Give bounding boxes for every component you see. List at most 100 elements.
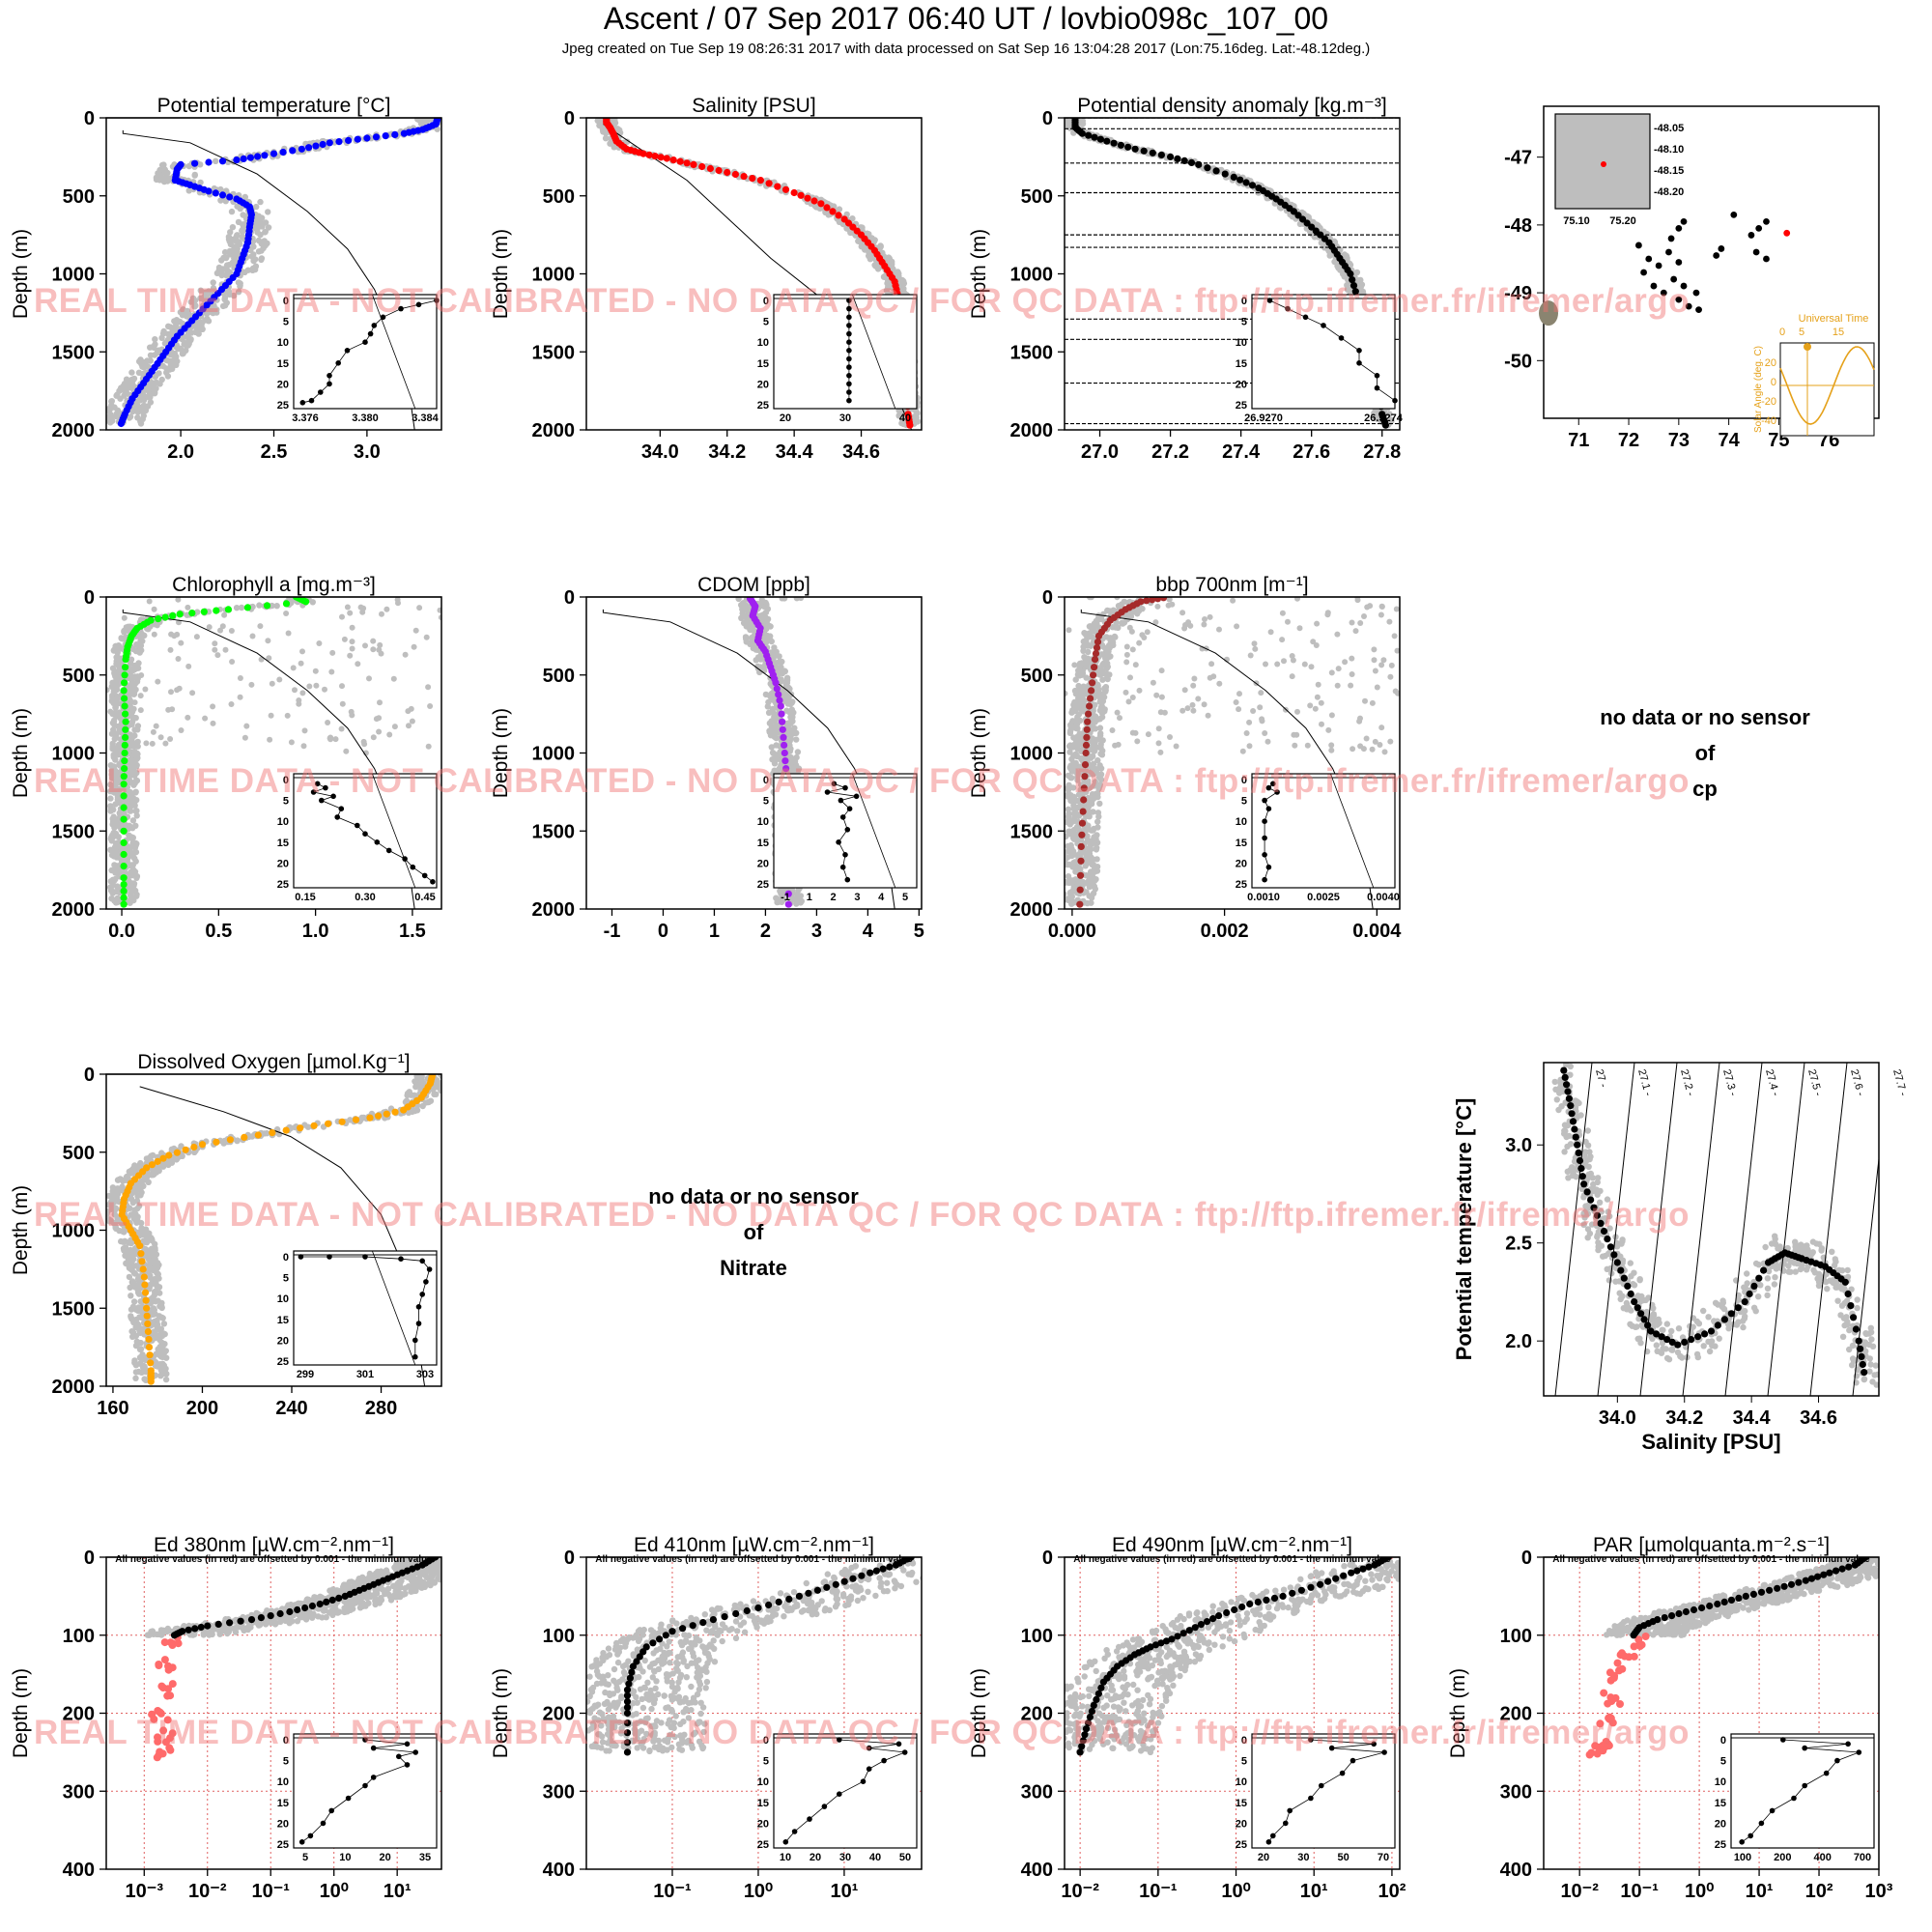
inset-x-tick-label: 4 xyxy=(878,892,885,903)
historical-point xyxy=(339,683,345,690)
historical-point xyxy=(210,285,217,292)
historical-point xyxy=(189,690,196,696)
historical-point xyxy=(139,391,147,398)
historical-point xyxy=(168,689,174,696)
historical-point xyxy=(151,631,157,638)
historical-point xyxy=(1085,648,1092,656)
historical-point xyxy=(359,609,366,615)
historical-point xyxy=(325,720,331,725)
profile-point xyxy=(731,170,740,179)
profile-point xyxy=(781,185,790,193)
profile-point xyxy=(1294,212,1302,219)
historical-point xyxy=(232,237,239,244)
inset-y-tick-label: 20 xyxy=(1236,379,1247,390)
historical-point xyxy=(370,734,377,741)
historical-point xyxy=(1065,784,1071,792)
profile-point xyxy=(829,208,837,215)
historical-point xyxy=(197,326,204,333)
historical-point xyxy=(768,690,775,697)
historical-point xyxy=(132,822,139,829)
profile-point xyxy=(212,189,219,197)
historical-point xyxy=(112,756,119,763)
historical-point xyxy=(248,253,255,260)
historical-point xyxy=(776,765,782,772)
inset-x-tick-label: 0.15 xyxy=(295,892,315,903)
profile-point xyxy=(651,153,659,160)
profile-point xyxy=(1333,250,1341,258)
historical-point xyxy=(205,288,213,295)
profile-point xyxy=(1117,141,1124,149)
historical-point xyxy=(116,799,124,807)
inset-line xyxy=(312,782,434,883)
x-tick-label: 27.0 xyxy=(1081,441,1119,463)
historical-point xyxy=(137,420,145,427)
historical-point xyxy=(216,266,224,272)
profile-point xyxy=(125,640,132,648)
profile-point xyxy=(240,155,247,162)
inset-reference-line xyxy=(852,294,896,410)
historical-point xyxy=(161,166,168,173)
profile-point xyxy=(200,608,208,615)
historical-point xyxy=(221,296,228,303)
profile-point xyxy=(177,328,185,336)
historical-point xyxy=(237,675,243,681)
historical-point xyxy=(1067,742,1074,749)
profile-point xyxy=(1103,137,1111,145)
profile-point xyxy=(354,135,361,143)
historical-point xyxy=(411,643,417,650)
y-axis-label: Depth (m) xyxy=(10,708,32,798)
inset-y-tick-label: 10 xyxy=(757,337,769,349)
inset-y-tick-label: 0 xyxy=(763,296,769,307)
historical-point xyxy=(213,157,219,164)
y-tick-label: 0 xyxy=(564,587,575,609)
inset-y-tick-label: 10 xyxy=(277,337,289,349)
historical-point xyxy=(127,659,134,667)
profile-point xyxy=(878,258,886,266)
profile-point xyxy=(299,597,307,605)
profile-point xyxy=(120,827,128,835)
profile-point xyxy=(781,749,788,757)
historical-point xyxy=(133,641,140,648)
profile-point xyxy=(1204,164,1211,172)
profile-point xyxy=(120,687,128,695)
profile-point xyxy=(372,133,381,141)
historical-point xyxy=(770,750,777,756)
historical-point xyxy=(785,684,792,691)
inset-x-tick-label: 3.384 xyxy=(412,412,439,424)
current-profile xyxy=(603,118,914,429)
inset-x-tick-label: 26.9274 xyxy=(1364,412,1404,424)
profile-point xyxy=(1321,235,1328,242)
historical-point xyxy=(1090,890,1097,896)
historical-point xyxy=(765,698,772,706)
historical-point xyxy=(114,839,121,846)
profile-point xyxy=(282,600,291,608)
profile-point xyxy=(121,702,128,710)
profile-point xyxy=(207,298,214,305)
historical-point xyxy=(786,737,793,744)
x-tick-label: 0.0 xyxy=(108,921,135,942)
historical-point xyxy=(111,404,118,411)
inset-y-tick-label: 15 xyxy=(757,358,769,370)
historical-point xyxy=(114,674,122,681)
historical-point xyxy=(169,706,176,713)
historical-point xyxy=(412,627,419,634)
profile-point xyxy=(1110,139,1118,147)
historical-point xyxy=(1091,838,1097,845)
historical-point xyxy=(849,215,856,222)
y-tick-label: 1000 xyxy=(52,744,96,765)
historical-point xyxy=(300,743,307,750)
historical-point xyxy=(386,731,393,738)
profile-point xyxy=(797,191,805,199)
historical-point xyxy=(106,406,112,412)
historical-point xyxy=(252,263,260,270)
profile-point xyxy=(781,757,789,765)
historical-point xyxy=(227,229,234,236)
historical-point xyxy=(114,649,121,656)
historical-point xyxy=(116,723,124,729)
profile-point xyxy=(345,136,353,144)
historical-point xyxy=(153,723,159,729)
profile-point xyxy=(771,675,779,683)
historical-point xyxy=(109,815,116,822)
historical-point xyxy=(1094,818,1101,825)
historical-point xyxy=(787,718,795,725)
